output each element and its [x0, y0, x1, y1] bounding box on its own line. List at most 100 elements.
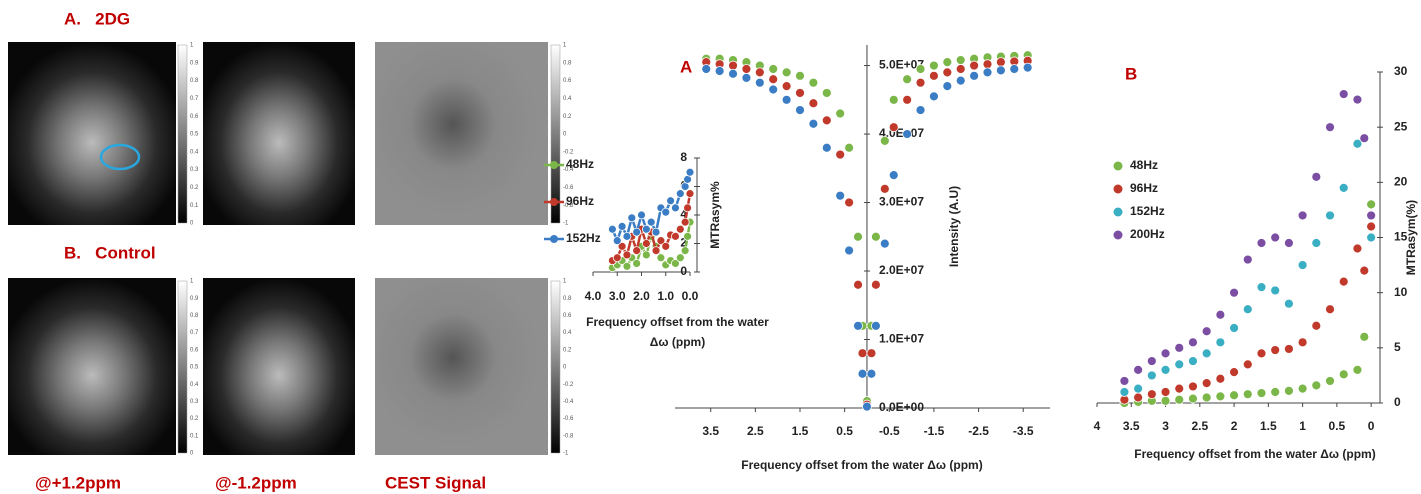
colorbar-label: 0.6: [190, 347, 199, 353]
colorbar-label: 0.7: [190, 96, 199, 102]
data-point: [1133, 392, 1144, 403]
colorbar-label: 0.5: [190, 132, 199, 138]
data-point: [646, 217, 656, 227]
data-point: [870, 320, 881, 331]
y-axis-label: MTRasym%: [708, 181, 722, 249]
data-point: [637, 210, 646, 220]
data-point: [1366, 210, 1377, 221]
legend-label: 48Hz: [566, 157, 594, 171]
x-tick-label: 2.0: [633, 289, 650, 303]
data-point: [608, 224, 617, 234]
data-point: [1215, 309, 1226, 320]
data-point: [671, 259, 680, 268]
data-point: [1229, 390, 1239, 401]
data-point: [982, 59, 993, 70]
data-point: [879, 135, 890, 146]
y-tick-label: 2: [680, 236, 687, 250]
data-point: [853, 320, 863, 331]
data-point: [701, 64, 712, 74]
data-point: [1325, 122, 1335, 133]
data-point: [617, 221, 627, 231]
data-point: [622, 250, 632, 260]
data-point: [795, 105, 805, 115]
data-point: [641, 239, 651, 248]
data-point: [741, 72, 752, 83]
x-axis-label: Frequency offset from the water Δω (ppm): [741, 458, 982, 472]
x-tick-label: 4.0: [585, 289, 602, 303]
data-point: [675, 189, 685, 199]
data-point: [728, 68, 738, 79]
data-point: [969, 60, 980, 71]
data-point: [651, 246, 661, 256]
colorbar-label: -1: [563, 451, 569, 457]
y-tick-label: 15: [1394, 230, 1408, 244]
chart: 3.5 2.5 1.5 0.5 -0.5 -1.5 -2.5 -3.5 0.0E+00 1.0E+…: [675, 45, 1050, 472]
data-point: [656, 236, 666, 246]
data-point: [671, 231, 680, 241]
x-tick-label: 3.5: [702, 424, 719, 438]
legend-marker: [550, 198, 558, 206]
data-point: [1119, 387, 1130, 397]
data-point: [1297, 210, 1308, 221]
data-point: [1359, 331, 1370, 342]
colorbar-label: 0.6: [563, 313, 572, 319]
data-point: [612, 236, 622, 246]
data-point: [1256, 238, 1267, 248]
colorbar-label: 0: [190, 221, 194, 227]
data-point: [627, 213, 637, 223]
data-point: [955, 75, 966, 86]
colorbar-label: 0.1: [190, 203, 199, 209]
data-point: [915, 64, 926, 74]
data-point: [675, 224, 685, 234]
y-tick-label: 25: [1394, 119, 1408, 133]
legend-marker: [1113, 207, 1123, 217]
data-point: [1160, 387, 1171, 397]
x-tick-label: 3.5: [1123, 419, 1140, 433]
data-point: [1119, 376, 1130, 386]
mri-image: [8, 42, 176, 225]
colorbar-label: -0.2: [563, 382, 574, 388]
image-label: @+1.2ppm: [35, 473, 121, 492]
data-point: [1174, 383, 1185, 394]
data-point: [902, 74, 913, 85]
colorbar-label: 0.2: [190, 185, 199, 191]
data-point: [862, 401, 872, 412]
data-point: [656, 253, 666, 263]
data-point: [781, 81, 792, 91]
colorbar-label: -0.2: [563, 149, 574, 155]
data-point: [1229, 367, 1239, 378]
data-point: [741, 64, 752, 74]
data-point: [1256, 388, 1267, 398]
y-tick-label: 5.0E+07: [879, 58, 924, 72]
data-point: [902, 94, 913, 105]
data-point: [857, 368, 868, 379]
colorbar-label: -0.6: [563, 416, 574, 422]
data-point: [969, 70, 980, 81]
data-point: [1256, 282, 1267, 293]
data-point: [1311, 320, 1322, 331]
data-point: [929, 60, 939, 71]
x-tick-label: 3: [1162, 419, 1169, 433]
colorbar: [550, 280, 561, 454]
data-point: [870, 279, 881, 290]
chart-title: A: [680, 57, 692, 76]
data-point: [1297, 260, 1308, 270]
colorbar-label: 0.3: [190, 399, 199, 405]
data-point: [781, 67, 792, 78]
data-point: [1174, 394, 1185, 405]
data-point: [768, 84, 779, 95]
colorbar-label: -0.8: [563, 203, 574, 209]
data-point: [1352, 243, 1363, 254]
data-point: [1311, 171, 1322, 182]
colorbar-label: -0.4: [563, 399, 574, 405]
data-point: [821, 88, 832, 98]
data-point: [1284, 238, 1294, 248]
data-point: [622, 231, 632, 241]
data-point: [1284, 344, 1294, 354]
data-point: [1270, 387, 1281, 397]
data-point: [844, 245, 855, 256]
y-tick-label: 0: [680, 264, 687, 278]
x-tick-label: 0.5: [836, 424, 853, 438]
data-point: [835, 190, 846, 201]
